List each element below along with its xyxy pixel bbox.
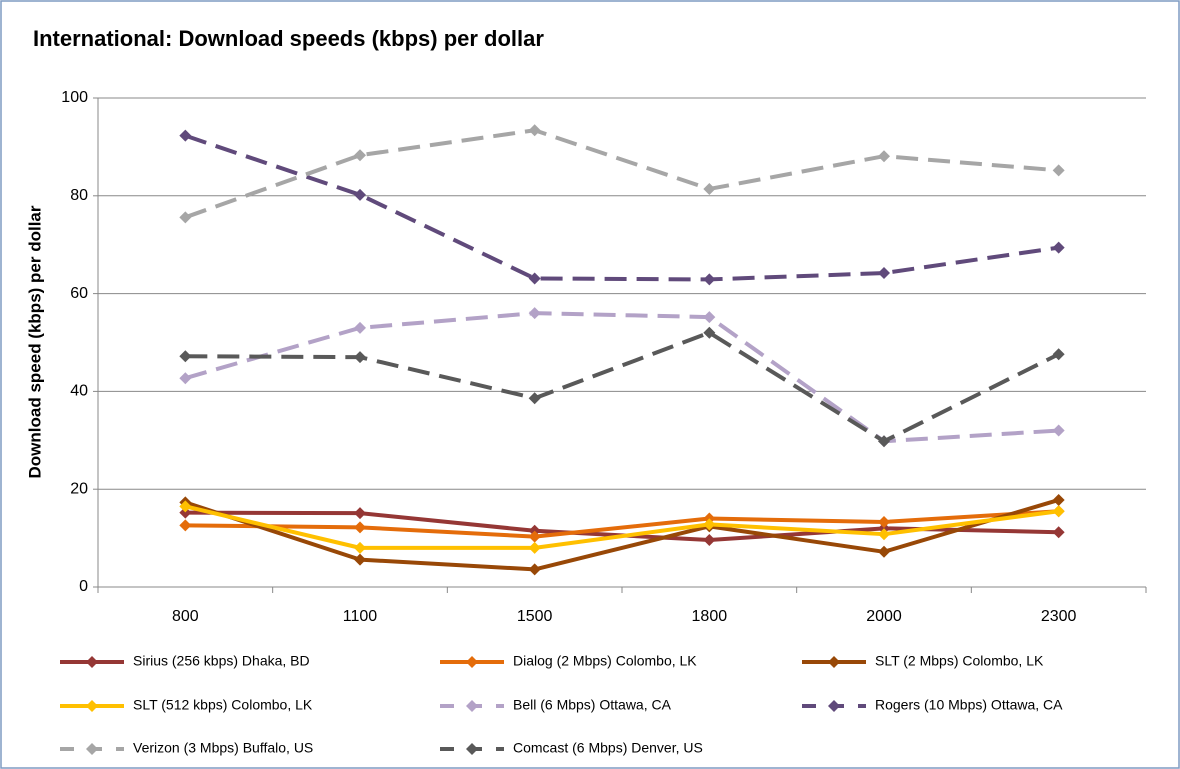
x-tick-label: 800 — [172, 608, 199, 625]
data-point — [1052, 424, 1065, 437]
x-tick-label: 1500 — [517, 608, 553, 625]
y-tick-label: 20 — [70, 480, 88, 497]
y-tick-label: 0 — [79, 578, 88, 595]
data-point — [878, 150, 890, 163]
x-tick-label: 1100 — [343, 608, 378, 625]
y-axis-label: Download speed (kbps) per dollar — [25, 205, 44, 478]
series-line — [184, 498, 1060, 572]
series-line — [184, 128, 1059, 220]
data-point — [354, 188, 366, 201]
legend-label: Rogers (10 Mbps) Ottawa, CA — [875, 697, 1063, 713]
legend-label: Verizon (3 Mbps) Buffalo, US — [133, 740, 313, 756]
x-tick-label: 2000 — [866, 608, 902, 625]
data-point — [354, 507, 366, 520]
data-point — [179, 372, 192, 385]
legend-marker — [86, 700, 98, 712]
series-line — [184, 133, 1059, 282]
legend-label: Dialog (2 Mbps) Colombo, LK — [513, 653, 697, 669]
y-tick-label: 100 — [61, 89, 88, 106]
data-point — [528, 392, 541, 405]
data-point — [878, 515, 890, 528]
data-point — [1052, 493, 1065, 506]
data-point — [354, 553, 366, 566]
data-point — [1052, 241, 1065, 254]
data-point — [354, 521, 366, 534]
legend-label: Bell (6 Mbps) Ottawa, CA — [513, 697, 672, 713]
data-point — [1052, 526, 1065, 539]
legend-marker — [828, 700, 840, 712]
data-point — [878, 545, 890, 558]
y-tick-label: 40 — [70, 383, 88, 400]
data-point — [179, 519, 192, 532]
legend-marker — [466, 743, 478, 755]
data-point — [1052, 348, 1065, 361]
series-line — [184, 311, 1059, 444]
legend-label: SLT (2 Mbps) Colombo, LK — [875, 653, 1044, 669]
data-point — [354, 149, 366, 162]
y-tick-label: 80 — [70, 187, 88, 204]
series-line — [185, 509, 1059, 539]
x-tick-label: 2300 — [1041, 608, 1077, 625]
data-point — [528, 530, 541, 543]
data-point — [528, 541, 541, 554]
data-point — [703, 534, 716, 547]
data-point — [179, 211, 192, 224]
legend-marker — [86, 743, 98, 755]
data-point — [1052, 164, 1065, 177]
legend-label: Comcast (6 Mbps) Denver, US — [513, 740, 703, 756]
series-line — [185, 330, 1060, 444]
data-point — [703, 326, 716, 339]
data-point — [354, 321, 366, 334]
data-point — [703, 518, 716, 531]
data-point — [179, 506, 192, 519]
data-point — [179, 129, 192, 142]
data-point — [878, 435, 890, 448]
legend-marker — [466, 700, 478, 712]
chart-title: International: Download speeds (kbps) pe… — [33, 26, 544, 51]
data-point — [1052, 505, 1065, 518]
y-tick-label: 60 — [70, 285, 88, 302]
legend-marker — [86, 656, 98, 668]
legend-marker — [828, 656, 840, 668]
legend-label: Sirius (256 kbps) Dhaka, BD — [133, 653, 310, 669]
data-point — [703, 311, 716, 324]
x-tick-label: 1800 — [692, 608, 728, 625]
data-point — [528, 272, 541, 285]
data-point — [528, 563, 541, 576]
data-point — [354, 351, 366, 364]
data-point — [354, 541, 366, 554]
series-line — [184, 504, 1059, 550]
data-point — [179, 350, 192, 363]
data-point — [878, 267, 890, 280]
data-point — [703, 273, 716, 286]
data-point — [528, 124, 541, 137]
legend-label: SLT (512 kbps) Colombo, LK — [133, 697, 313, 713]
data-point — [528, 307, 541, 320]
data-point — [179, 500, 192, 513]
legend-marker — [466, 656, 478, 668]
data-point — [878, 528, 890, 541]
data-point — [703, 182, 716, 195]
